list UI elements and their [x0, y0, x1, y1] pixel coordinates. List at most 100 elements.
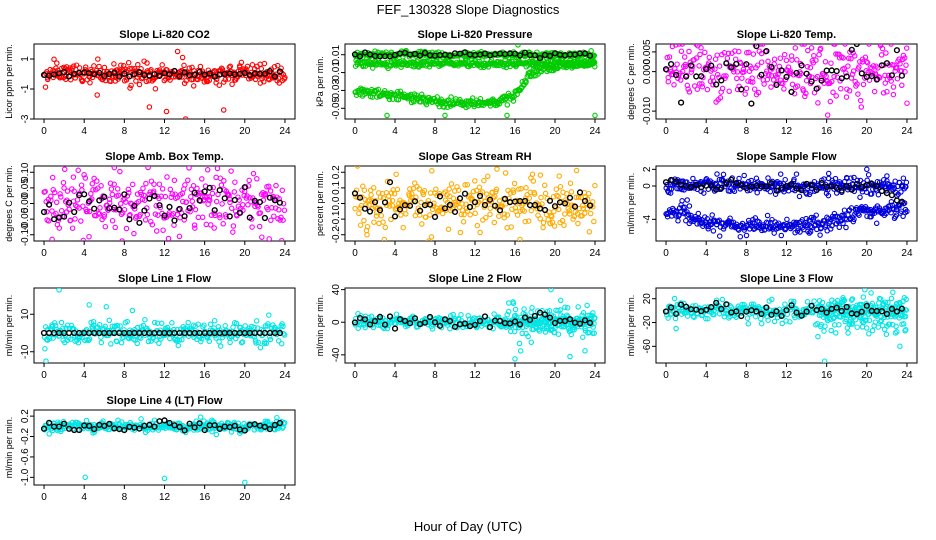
data-point	[230, 324, 236, 331]
data-point	[145, 338, 152, 345]
x-tick-label: 4	[703, 126, 709, 137]
data-point	[86, 208, 93, 215]
data-point	[866, 331, 872, 337]
mean-point	[793, 309, 800, 316]
data-point	[274, 62, 281, 69]
data-point	[143, 78, 150, 85]
data-point	[843, 70, 849, 76]
data-point	[702, 49, 708, 56]
data-point	[510, 187, 516, 193]
mean-point	[356, 53, 364, 60]
data-point	[42, 188, 48, 195]
data-point	[190, 183, 197, 189]
data-point	[840, 55, 846, 61]
x-tick-label: 8	[122, 370, 128, 381]
data-point	[898, 189, 904, 195]
mean-point	[893, 308, 901, 315]
data-point	[580, 334, 586, 341]
mean-point	[131, 202, 138, 209]
data-point	[171, 177, 178, 184]
mean-point	[878, 187, 886, 195]
data-point	[183, 199, 190, 205]
data-point	[220, 221, 226, 227]
data-point	[832, 175, 839, 182]
outlier-point	[165, 235, 172, 241]
data-point	[854, 177, 861, 184]
data-point	[144, 211, 151, 218]
data-point	[888, 209, 894, 216]
data-point	[713, 221, 720, 228]
mean-point	[151, 71, 158, 78]
data-point	[811, 52, 817, 59]
mean-point	[783, 73, 790, 81]
y-axis-label: degrees C per min.	[4, 165, 14, 242]
mean-point	[71, 208, 78, 216]
x-tick-label: 20	[239, 370, 251, 381]
data-point	[751, 86, 758, 92]
data-point	[880, 90, 887, 96]
data-point	[836, 51, 842, 57]
mean-point	[818, 180, 825, 187]
x-tick-label: 16	[821, 370, 833, 381]
data-point	[278, 65, 284, 71]
outlier-point	[517, 236, 523, 241]
data-point	[195, 321, 201, 327]
mean-point	[146, 195, 153, 202]
data-point	[884, 314, 891, 320]
mean-point	[773, 308, 780, 315]
data-point	[713, 297, 720, 303]
panel-3: Slope Li-820 Temp.0 4 8 12 16 20 240.0050.000-…	[626, 29, 918, 137]
data-point	[836, 224, 843, 231]
x-tick-label: 4	[392, 126, 398, 137]
mean-point	[371, 318, 379, 325]
data-point	[813, 57, 819, 63]
mean-point	[708, 304, 715, 311]
data-point	[748, 177, 754, 184]
data-point	[485, 64, 492, 70]
data-point	[829, 180, 836, 186]
data-point	[863, 325, 870, 331]
mean-point	[451, 323, 459, 330]
y-tick-label: 0.10	[20, 162, 31, 182]
mean-point	[446, 201, 454, 209]
data-point	[131, 230, 137, 237]
data-point	[705, 226, 711, 232]
data-point	[516, 340, 523, 347]
data-point	[117, 201, 124, 207]
data-point	[756, 219, 762, 225]
data-point	[123, 225, 130, 232]
y-tick-label: -4	[642, 214, 653, 223]
y-tick-label: 0	[331, 319, 342, 325]
data-point	[483, 214, 489, 221]
mean-point	[733, 180, 740, 187]
mean-point	[261, 214, 269, 222]
data-point	[704, 86, 711, 93]
data-point	[522, 218, 528, 225]
x-tick-label: 12	[781, 370, 793, 381]
data-point	[697, 51, 703, 58]
data-point	[796, 193, 803, 200]
data-point	[521, 208, 528, 214]
mean-point	[371, 199, 379, 206]
data-point	[541, 182, 548, 189]
mean-point	[206, 184, 213, 191]
data-point	[271, 64, 278, 70]
mean-point	[878, 308, 886, 315]
data-point	[239, 202, 246, 208]
data-point	[691, 83, 698, 89]
mean-point	[166, 203, 173, 211]
data-point	[64, 188, 71, 194]
data-point	[523, 78, 529, 85]
outlier-point	[673, 325, 679, 332]
data-point	[878, 52, 885, 58]
data-point	[257, 210, 264, 216]
data-point	[276, 207, 282, 213]
data-point	[559, 217, 566, 224]
y-tick-label: 1	[20, 56, 31, 62]
data-point	[275, 338, 282, 344]
y-axis-label: ml/min per min.	[315, 295, 325, 357]
data-point	[719, 85, 726, 92]
data-point	[573, 167, 580, 174]
mean-point	[101, 193, 108, 201]
data-point	[207, 321, 214, 328]
